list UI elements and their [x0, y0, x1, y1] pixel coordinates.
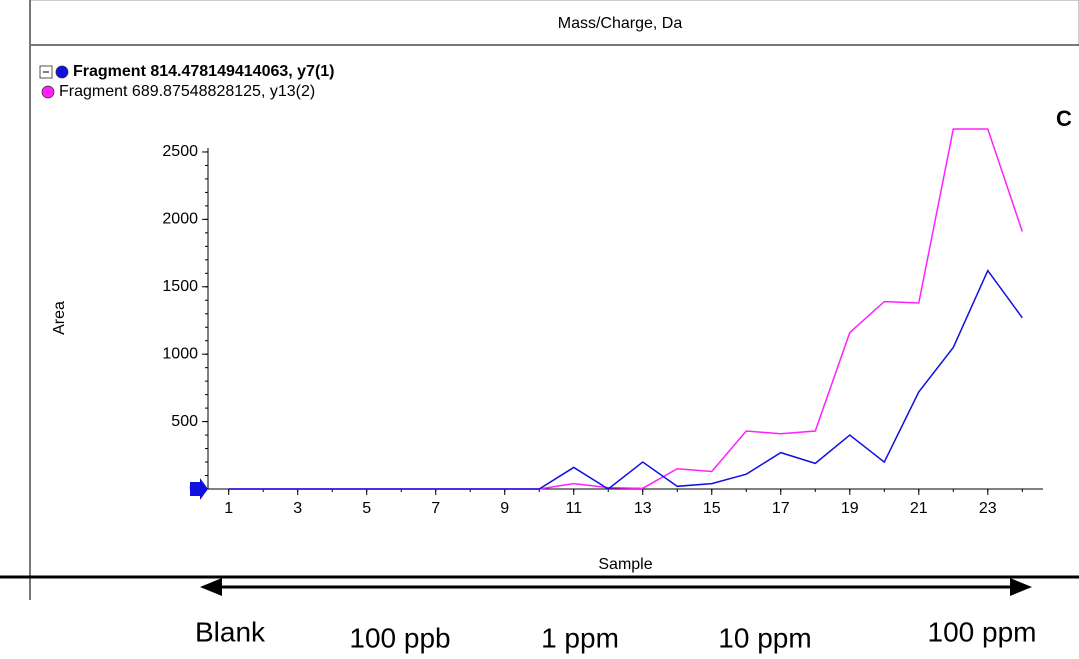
- arrow-head-left: [200, 578, 222, 596]
- legend-marker: [41, 85, 55, 99]
- concentration-label: 100 ppb: [349, 622, 450, 653]
- x-tick-label: 17: [772, 500, 790, 517]
- series-line: [228, 269, 1023, 490]
- x-tick-label: 19: [841, 500, 859, 517]
- concentration-label: Blank: [195, 616, 266, 647]
- x-tick-label: 15: [703, 500, 721, 517]
- y-axis-title: Area: [51, 301, 68, 335]
- x-axis-title: Sample: [598, 556, 652, 573]
- y-tick-label: 1000: [162, 345, 198, 362]
- legend-label: Fragment 689.87548828125, y13(2): [59, 83, 315, 100]
- concentration-label: 100 ppm: [928, 616, 1037, 647]
- y-tick-label: 500: [171, 413, 198, 430]
- concentration-label: 1 ppm: [541, 622, 619, 653]
- header-title: Mass/Charge, Da: [558, 15, 683, 32]
- x-tick-label: 1: [224, 500, 233, 517]
- y-tick-label: 2000: [162, 211, 198, 228]
- x-tick-label: 21: [910, 500, 928, 517]
- x-tick-label: 13: [634, 500, 652, 517]
- x-tick-label: 9: [500, 500, 509, 517]
- legend-marker: [55, 65, 69, 79]
- series-line: [228, 128, 1024, 490]
- x-tick-label: 23: [979, 500, 997, 517]
- arrow-head-right: [1010, 578, 1032, 596]
- legend-label: Fragment 814.478149414063, y7(1): [73, 63, 335, 80]
- y-tick-label: 1500: [162, 278, 198, 295]
- x-tick-label: 3: [293, 500, 302, 517]
- header-panel: [29, 0, 1079, 46]
- x-tick-label: 7: [431, 500, 440, 517]
- x-tick-label: 11: [565, 500, 582, 517]
- concentration-label: 10 ppm: [718, 622, 811, 653]
- panel-label: C: [1056, 106, 1072, 131]
- x-tick-label: 5: [362, 500, 371, 517]
- y-tick-label: 2500: [162, 143, 198, 160]
- baseline-marker: [190, 478, 208, 500]
